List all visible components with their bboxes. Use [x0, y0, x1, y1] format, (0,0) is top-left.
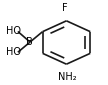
- Text: NH₂: NH₂: [58, 72, 76, 82]
- Text: HO: HO: [6, 47, 21, 57]
- Text: F: F: [62, 3, 68, 13]
- Text: B: B: [26, 37, 33, 47]
- Text: HO: HO: [6, 26, 21, 36]
